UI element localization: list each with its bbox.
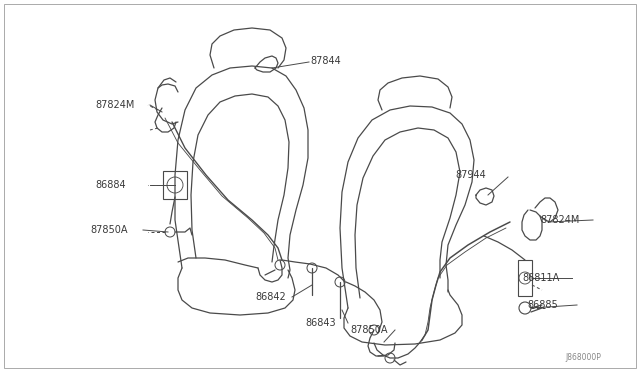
- Text: 86842: 86842: [255, 292, 285, 302]
- Bar: [518, 260, 532, 296]
- Text: 87844: 87844: [310, 56, 340, 66]
- Text: 87824M: 87824M: [95, 100, 134, 110]
- Text: 86885: 86885: [527, 300, 557, 310]
- Text: 87850A: 87850A: [350, 325, 387, 335]
- Bar: [163, 171, 187, 199]
- Text: 87850A: 87850A: [90, 225, 127, 235]
- Text: J868000P: J868000P: [565, 353, 601, 362]
- Text: 86811A: 86811A: [522, 273, 559, 283]
- Text: 87824M: 87824M: [540, 215, 579, 225]
- Text: 86843: 86843: [305, 318, 335, 328]
- Text: 87944: 87944: [455, 170, 486, 180]
- Text: 86884: 86884: [95, 180, 125, 190]
